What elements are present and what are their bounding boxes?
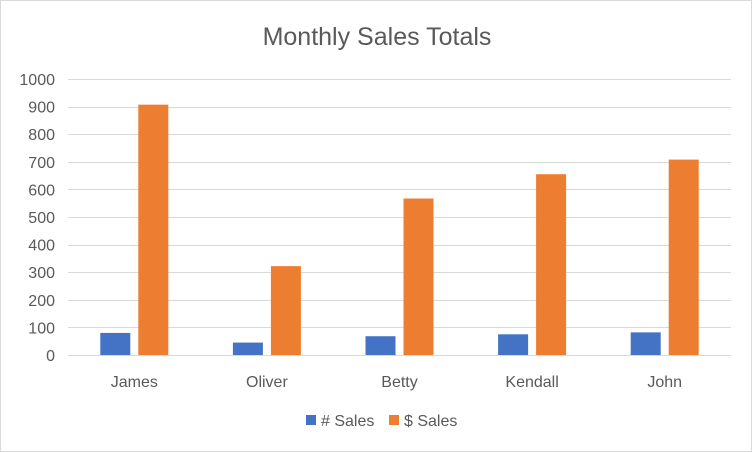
bar-dollar-sales-kendall bbox=[536, 174, 567, 355]
y-tick-label: 700 bbox=[28, 155, 55, 172]
y-tick-label: 900 bbox=[28, 100, 55, 117]
bar-count-sales-john bbox=[630, 332, 661, 355]
y-tick-label: 100 bbox=[28, 320, 55, 337]
x-tick-label: Betty bbox=[381, 374, 417, 391]
chart-title: Monthly Sales Totals bbox=[263, 23, 492, 51]
y-tick-label: 300 bbox=[28, 265, 55, 282]
bar-dollar-sales-oliver bbox=[270, 266, 301, 355]
y-axis-ticks: 0 100 200 300 400 500 600 700 800 900 1000 bbox=[19, 72, 55, 365]
y-tick-label: 200 bbox=[28, 293, 55, 310]
x-tick-label: John bbox=[647, 374, 682, 391]
y-tick-label: 500 bbox=[28, 210, 55, 227]
bar-dollar-sales-james bbox=[138, 104, 169, 355]
x-tick-label: Kendall bbox=[505, 374, 558, 391]
y-tick-label: 400 bbox=[28, 238, 55, 255]
bar-dollar-sales-john bbox=[668, 159, 699, 355]
x-tick-label: James bbox=[111, 374, 158, 391]
legend-swatch bbox=[306, 415, 316, 425]
x-tick-label: Oliver bbox=[246, 374, 288, 391]
y-tick-label: 0 bbox=[46, 348, 55, 365]
bar-count-sales-betty bbox=[365, 336, 396, 355]
legend-label: $ Sales bbox=[404, 413, 457, 430]
bar-count-sales-kendall bbox=[498, 334, 529, 355]
bars bbox=[100, 104, 699, 355]
legend-label: # Sales bbox=[321, 413, 374, 430]
x-axis-ticks: James Oliver Betty Kendall John bbox=[111, 374, 682, 391]
bar-count-sales-james bbox=[100, 332, 131, 355]
y-tick-label: 600 bbox=[28, 182, 55, 199]
legend: # Sales $ Sales bbox=[306, 413, 457, 430]
bar-dollar-sales-betty bbox=[403, 198, 434, 355]
y-tick-label: 1000 bbox=[19, 72, 55, 89]
gridlines bbox=[68, 79, 731, 356]
y-tick-label: 800 bbox=[28, 127, 55, 144]
bar-count-sales-oliver bbox=[232, 342, 263, 355]
legend-swatch bbox=[389, 415, 399, 425]
